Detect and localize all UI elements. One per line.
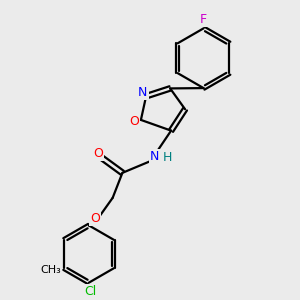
Text: CH₃: CH₃ [40, 265, 61, 275]
Text: N: N [150, 150, 160, 163]
Text: Cl: Cl [84, 285, 97, 298]
Text: N: N [138, 86, 148, 99]
Text: O: O [93, 146, 103, 160]
Text: H: H [163, 152, 172, 164]
Text: O: O [90, 212, 100, 225]
Text: O: O [129, 115, 139, 128]
Text: F: F [200, 13, 207, 26]
